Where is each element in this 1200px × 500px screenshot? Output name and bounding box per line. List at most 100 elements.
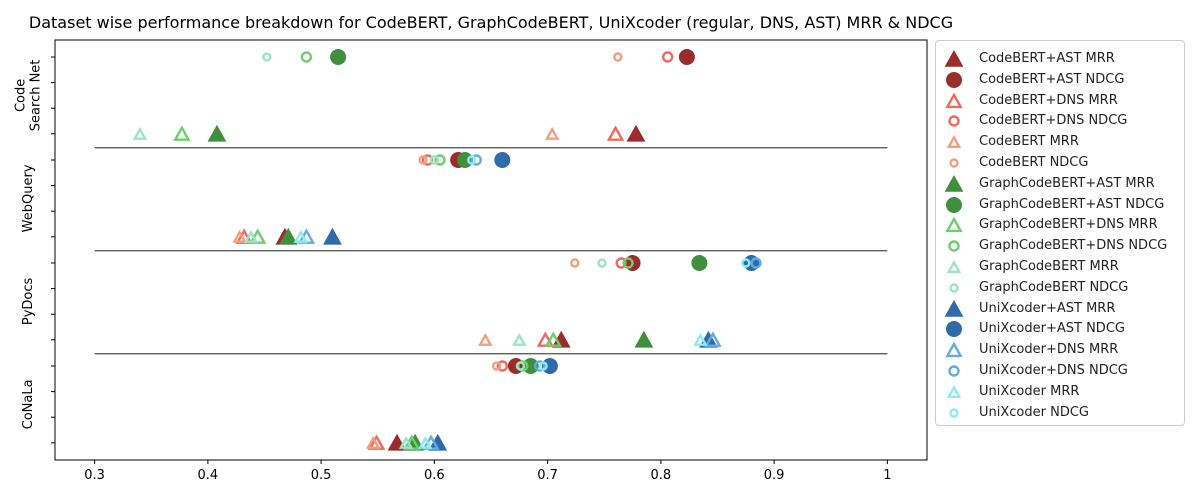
data-point: [606, 125, 625, 141]
data-point: [398, 435, 414, 449]
legend-marker-shape: [944, 299, 964, 317]
data-point: [693, 332, 708, 346]
x-tick-label: 0.7: [537, 468, 558, 483]
legend-label: UniXcoder+DNS MRR: [979, 342, 1119, 358]
legend-marker: [946, 71, 962, 88]
legend-marker-shape: [946, 260, 962, 274]
dataset-label: WebQuery: [21, 164, 36, 232]
dataset-label: Search Net: [29, 60, 44, 132]
legend-item: GraphCodeBERT NDCG: [936, 278, 1184, 298]
data-point: [300, 51, 313, 63]
legend-item: GraphCodeBERT+AST MRR: [936, 174, 1184, 194]
legend-item: GraphCodeBERT+AST NDCG: [936, 195, 1184, 215]
data-point: [661, 51, 674, 63]
legend-marker-shape: [946, 71, 962, 88]
data-point: [533, 360, 546, 372]
legend-marker: [946, 384, 962, 398]
legend-marker: [944, 299, 964, 317]
legend-marker-shape: [945, 341, 963, 358]
data-point: [597, 258, 607, 268]
legend-marker: [946, 196, 962, 213]
legend-item: CodeBERT NDCG: [936, 153, 1184, 173]
legend-label: GraphCodeBERT+DNS NDCG: [979, 238, 1168, 254]
legend-label: CodeBERT+DNS MRR: [979, 92, 1118, 108]
legend-marker: [948, 240, 960, 252]
data-point: [418, 435, 433, 449]
legend-marker-shape: [944, 174, 964, 192]
legend-marker-shape: [946, 135, 962, 149]
data-point: [741, 258, 751, 268]
chart-title: Dataset wise performance breakdown for C…: [29, 13, 953, 32]
data-point: [132, 126, 148, 140]
legend-marker-shape: [949, 283, 959, 293]
data-point: [232, 229, 247, 243]
data-point: [691, 255, 708, 271]
data-point: [278, 227, 298, 245]
legend-label: GraphCodeBERT+AST NDCG: [979, 196, 1165, 212]
data-point: [517, 360, 529, 372]
legend-item: UniXcoder+AST NDCG: [936, 319, 1184, 339]
plot-frame: [54, 39, 928, 461]
legend-label: UniXcoder+DNS NDCG: [979, 363, 1128, 378]
legend-item: GraphCodeBERT+DNS NDCG: [936, 236, 1184, 256]
y-axis-dataset-labels: Code Search Net WebQuery PyDocs CoNaLa: [14, 60, 44, 430]
legend-label: GraphCodeBERT NDCG: [979, 279, 1129, 295]
data-point: [704, 331, 722, 347]
data-point: [243, 229, 259, 243]
legend-marker-shape: [945, 92, 963, 108]
data-point: [615, 257, 627, 269]
legend-item: UniXcoder NDCG: [936, 403, 1184, 423]
data-point: [626, 124, 646, 142]
row-separators: [94, 147, 888, 355]
x-tick-label: 0.6: [424, 468, 445, 483]
dataset-label: Code: [14, 79, 29, 112]
legend-label: CodeBERT+AST NDCG: [979, 71, 1125, 87]
legend-marker: [946, 260, 962, 274]
legend-marker-shape: [946, 196, 962, 213]
legend-item: UniXcoder+DNS MRR: [936, 340, 1184, 360]
data-point: [207, 124, 227, 142]
data-point: [478, 332, 493, 346]
data-points: [132, 49, 762, 451]
data-point: [467, 155, 477, 165]
legend-marker: [949, 283, 959, 293]
data-point: [570, 258, 580, 268]
legend-item: GraphCodeBERT+DNS MRR: [936, 215, 1184, 235]
legend-label: UniXcoder MRR: [979, 383, 1080, 399]
data-point: [622, 257, 634, 269]
x-tick-label: 0.8: [651, 468, 672, 483]
data-point: [365, 435, 381, 449]
legend-marker-shape: [948, 240, 960, 252]
data-point: [613, 52, 623, 62]
legend-marker: [946, 321, 962, 338]
legend-marker: [944, 174, 964, 192]
dataset-label: CoNaLa: [21, 379, 36, 429]
legend-item: CodeBERT+DNS NDCG: [936, 111, 1184, 131]
legend-marker-shape: [949, 158, 959, 168]
data-point: [541, 358, 558, 374]
x-tick-label: 0.4: [198, 468, 219, 483]
data-point: [496, 360, 509, 372]
data-point: [538, 361, 548, 371]
legend-item: CodeBERT MRR: [936, 132, 1184, 152]
legend-item: UniXcoder MRR: [936, 382, 1184, 402]
data-point: [515, 361, 526, 371]
legend: CodeBERT+AST MRR CodeBERT+AST NDCG CodeBER…: [935, 40, 1185, 426]
legend-marker-shape: [948, 115, 960, 128]
legend-item: CodeBERT+AST MRR: [936, 49, 1184, 69]
data-point: [544, 126, 560, 140]
data-point: [750, 257, 762, 269]
data-point: [429, 155, 440, 165]
x-tick-label: 1: [883, 468, 891, 483]
legend-marker-shape: [945, 216, 963, 233]
data-point: [434, 154, 446, 166]
data-point: [678, 49, 695, 65]
legend-item: CodeBERT+DNS MRR: [936, 91, 1184, 111]
legend-marker-shape: [946, 384, 962, 398]
data-point: [491, 361, 502, 371]
x-tick-label: 0.5: [311, 468, 332, 483]
legend-marker: [945, 341, 963, 358]
legend-marker-shape: [946, 321, 962, 338]
legend-marker: [944, 49, 964, 67]
